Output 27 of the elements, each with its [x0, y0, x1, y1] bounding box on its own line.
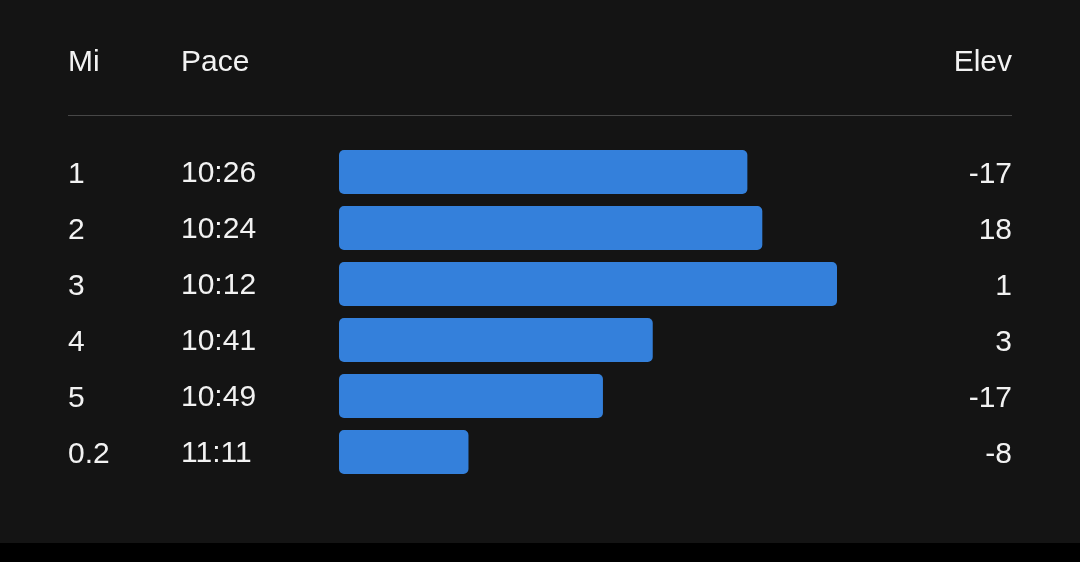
bar: [339, 318, 653, 362]
y-tick-label: 0.2: [68, 435, 110, 469]
bar: [339, 262, 837, 306]
y2-tick-label: 3: [995, 323, 1012, 357]
y-tick-label: 3: [68, 267, 85, 301]
bar: [339, 206, 763, 250]
text: 10:41: [181, 323, 257, 356]
text: 11:11: [181, 435, 252, 468]
y-tick-label: 2: [68, 211, 85, 245]
x-axis-title: Pace: [181, 44, 250, 77]
y-tick-label: 1: [68, 155, 85, 189]
text: 10:12: [181, 267, 257, 300]
y2-axis-title: Elev: [953, 44, 1012, 77]
y-axis-title: Mi: [68, 44, 100, 77]
y2-tick-label: -17: [968, 155, 1012, 189]
bar: [339, 150, 748, 194]
y2-tick-label: 1: [995, 267, 1012, 301]
text: 10:26: [181, 155, 257, 188]
y2-tick-label: -8: [985, 435, 1012, 469]
bar: [339, 430, 469, 474]
text: 10:24: [181, 211, 257, 244]
y2-tick-label: 18: [978, 211, 1012, 245]
text: 10:49: [181, 379, 257, 412]
y2-tick-label: -17: [968, 379, 1012, 413]
y-tick-label: 5: [68, 379, 85, 413]
bar: [339, 374, 603, 418]
y-tick-label: 4: [68, 323, 85, 357]
